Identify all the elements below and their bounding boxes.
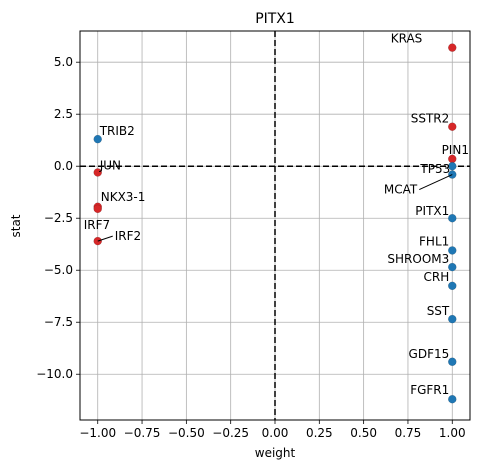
y-tick-label: −2.5 (44, 211, 73, 225)
point-label: SSTR2 (411, 112, 450, 126)
data-point (448, 43, 457, 52)
point-label: SST (427, 304, 450, 318)
y-tick-label: 2.5 (54, 107, 73, 121)
point-label: GDF15 (409, 347, 450, 361)
data-point (448, 262, 457, 272)
y-axis-label: stat (9, 214, 23, 237)
label-connector (419, 174, 453, 190)
x-axis-label: weight (255, 446, 296, 460)
y-tick-label: 0.0 (54, 159, 73, 173)
label-connector (97, 235, 113, 242)
x-tick-label: −0.25 (212, 426, 249, 440)
point-label: JUN (99, 158, 121, 172)
x-tick-label: 0.50 (350, 426, 377, 440)
point-label: FHL1 (419, 234, 449, 248)
reference-lines (80, 31, 470, 420)
data-point (93, 134, 102, 144)
data-point (448, 246, 457, 255)
data-point (93, 204, 102, 214)
x-tick-label: 0.00 (262, 426, 289, 440)
point-label: SHROOM3 (387, 252, 449, 266)
y-tick-label: −5.0 (44, 263, 73, 277)
x-tick-label: 0.75 (395, 426, 422, 440)
data-point (448, 161, 457, 171)
point-label: MCAT (384, 183, 418, 197)
data-point (448, 314, 457, 324)
data-point (448, 394, 457, 404)
data-point (93, 168, 102, 177)
point-label: PIN1 (442, 143, 469, 157)
point-label: TP53 (419, 162, 450, 176)
point-label: IRF2 (115, 229, 141, 243)
y-tick-label: −7.5 (44, 315, 73, 329)
data-point (448, 213, 457, 223)
point-label: FGFR1 (410, 383, 449, 397)
x-tick-label: −0.75 (124, 426, 161, 440)
x-tick-label: −1.00 (79, 426, 116, 440)
point-label: PITX1 (415, 204, 449, 218)
point-label: CRH (424, 270, 450, 284)
data-point (448, 281, 457, 291)
y-axis-ticks: 5.0 2.5 0.0 −2.5 −5.0 −7.5 −10.0 (36, 55, 80, 381)
data-point (448, 357, 457, 367)
x-axis-ticks: −1.00 −0.75 −0.50 −0.25 0.00 0.25 0.50 0.75 1.00 (79, 420, 466, 440)
x-tick-label: 1.00 (439, 426, 466, 440)
point-label: KRAS (391, 32, 423, 46)
x-tick-label: −0.50 (168, 426, 205, 440)
data-point (448, 122, 457, 131)
point-label: IRF7 (84, 218, 110, 232)
chart-title: PITX1 (255, 11, 295, 27)
point-label: NKX3-1 (101, 190, 146, 204)
y-tick-label: 5.0 (54, 55, 73, 69)
y-tick-label: −10.0 (36, 367, 73, 381)
x-tick-label: 0.25 (306, 426, 333, 440)
point-label: TRIB2 (99, 124, 135, 138)
